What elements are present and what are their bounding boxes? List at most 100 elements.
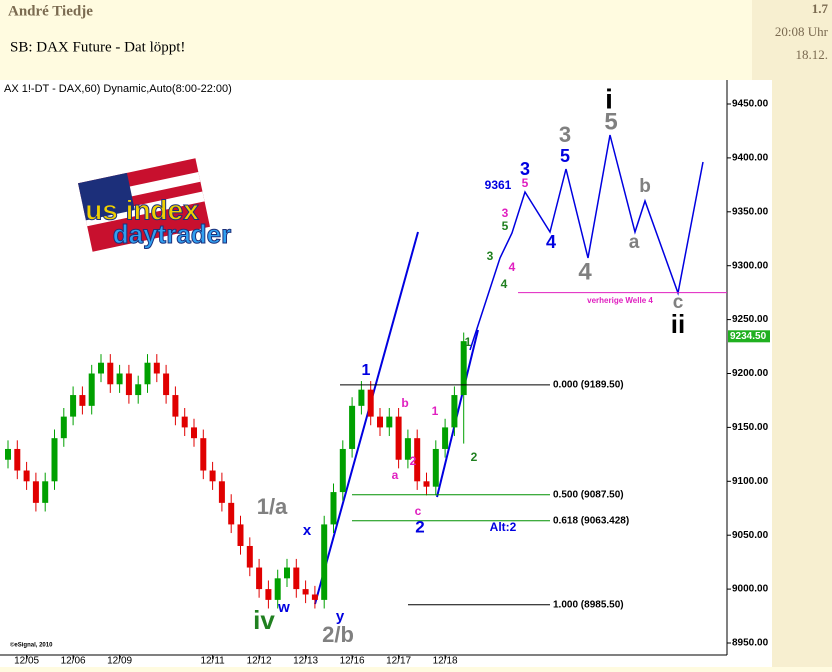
wave-label: 2 [410,454,417,468]
candle-body [339,448,346,493]
trend-line [314,231,419,605]
candle-body [423,481,430,487]
candle-body [302,589,309,595]
candle-body [311,594,318,600]
wave-label: b [401,396,408,410]
candle-body [256,567,263,590]
candle-body [60,416,67,439]
candle-body [284,567,290,579]
y-tick-label: 9400.00 [732,153,769,164]
candle-body [442,427,449,449]
candle-body [23,470,30,482]
candle-body [228,502,235,525]
wave-label: iv [253,605,275,635]
wave-label: w [277,599,290,616]
wave-label: Alt:2 [490,520,517,534]
candle-body [32,481,39,503]
candle-body [42,481,49,503]
fib-label: 1.000 (8985.50) [553,599,624,610]
wave-label: a [392,468,399,482]
wave-label: 9361 [485,178,512,192]
candle-body [88,373,95,406]
wave-label: 3 [559,122,571,147]
flag-stripe [85,191,205,227]
x-tick-label: 12/13 [293,656,318,667]
candle-body [200,438,207,471]
wave-label: 2/b [322,622,354,647]
candle-body [451,395,458,428]
candle-body [330,492,337,525]
wave-label: c [415,504,422,518]
x-tick-label: 12/16 [340,656,365,667]
y-tick-label: 9450.00 [732,99,769,110]
y-tick-label: 9100.00 [732,476,769,487]
candle-body [163,373,170,396]
candle-body [432,448,439,487]
candle-body [5,448,11,460]
wave-label: 3 [487,249,494,263]
wave-label: 5 [560,146,570,166]
level-label: verherige Welle 4 [587,296,653,305]
wave-label: 4 [501,277,508,291]
candle-body [395,416,402,460]
x-tick-label: 12/11 [200,656,225,667]
post-time: 20:08 Uhr [775,24,829,39]
candle-body [404,438,411,460]
wave-label: ii [671,309,685,339]
x-tick-label: 12/17 [386,656,411,667]
wave-projection [469,134,704,351]
wave-label: 2 [471,450,478,464]
x-tick-label: 12/12 [247,656,272,667]
candle-body [98,362,104,374]
wave-label: 4 [509,260,516,274]
y-tick-label: 9050.00 [732,530,769,541]
x-tick-label: 12/18 [433,656,458,667]
fib-label: 0.000 (9189.50) [553,379,624,390]
post-number[interactable]: 1.7 [812,1,829,16]
candle-body [14,448,21,471]
fib-label: 0.500 (9087.50) [553,489,624,500]
candle-body [358,389,365,406]
candle-body [144,362,151,385]
wave-label: b [639,176,651,197]
candle-body [107,362,114,385]
chart: AX 1!-DT - DAX,60) Dynamic,Auto(8:00-22:… [0,80,772,667]
candle-body [51,438,58,482]
last-price-box [728,330,770,343]
wave-label: ©eSignal, 2010 [10,642,53,649]
candle-body [349,405,356,449]
trend-line [436,329,479,498]
candle-body [209,470,216,482]
x-tick-label: 12/06 [61,656,86,667]
candle-body [460,341,467,396]
candle-body [70,395,77,417]
flag-canton [78,172,135,221]
wave-label: 5 [522,176,529,190]
fib-label: 0.618 (9063.428) [553,515,629,526]
logo [78,158,210,252]
wave-label: 2 [415,517,424,536]
wave-label: 5 [502,219,509,233]
wave-label: 4 [578,258,592,285]
wave-label: daytrader [113,219,232,249]
wave-label: 1 [465,335,472,349]
post-date: 18.12. [796,47,829,62]
wave-label: 5 [604,108,617,135]
candle-body [377,416,383,428]
candle-body [135,384,142,396]
candle-body [265,589,272,600]
candle-body [153,362,160,374]
x-tick-label: 12/05 [14,656,39,667]
wave-label: 1 [432,404,439,418]
wave-label: 3 [520,159,530,179]
candle-body [293,567,300,590]
candle-body [237,524,244,546]
candle-body [125,373,132,396]
y-tick-label: 9350.00 [732,206,769,217]
author[interactable]: André Tiedje [8,3,93,19]
candle-body [181,416,188,428]
last-price-label: 9234.50 [730,331,767,342]
y-tick-label: 9300.00 [732,260,769,271]
